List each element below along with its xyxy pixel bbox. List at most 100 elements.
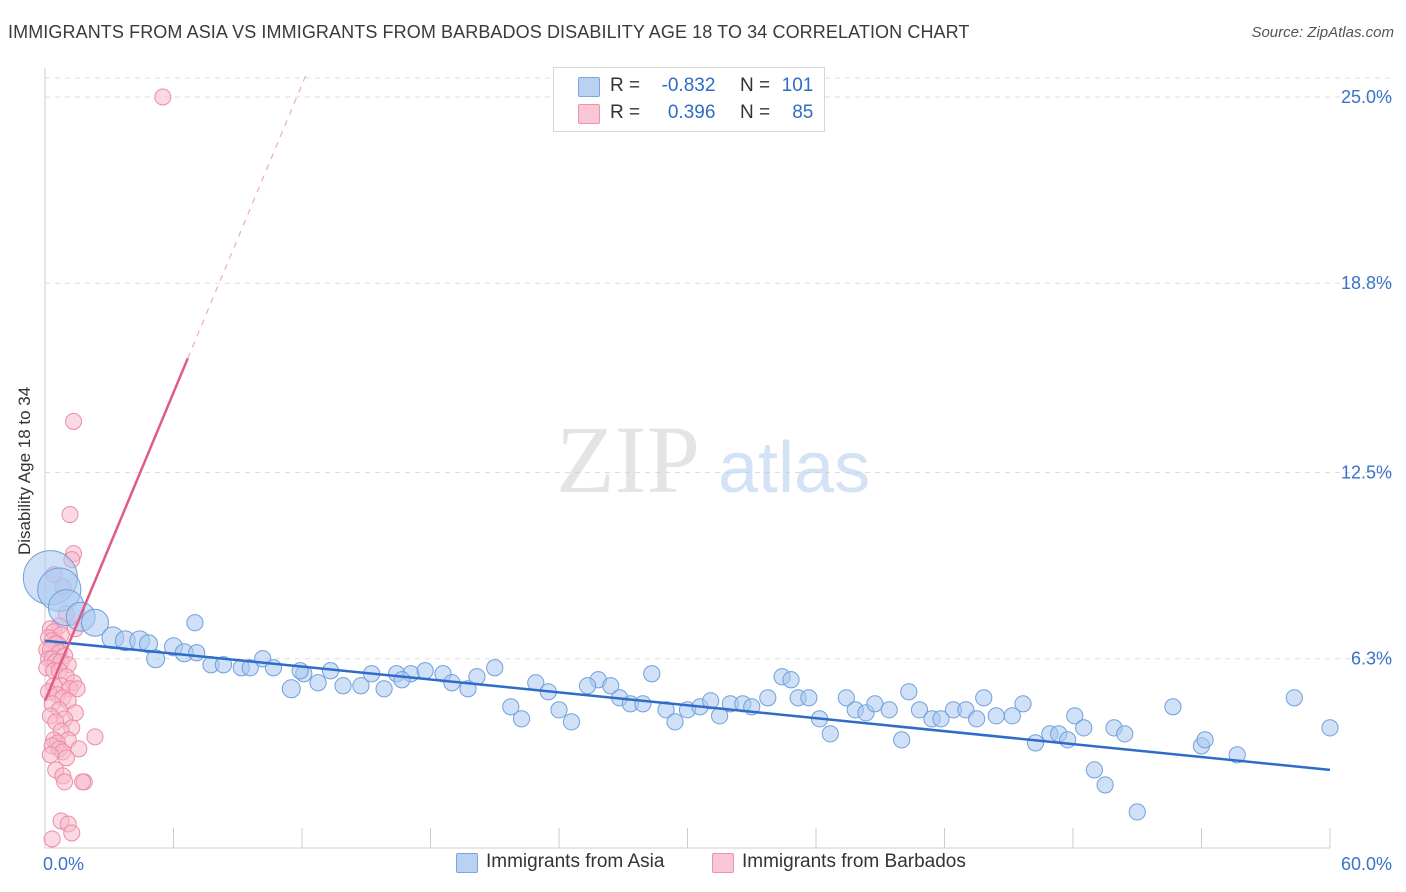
asia-point bbox=[975, 689, 993, 707]
barbados-point bbox=[57, 749, 75, 767]
trend-layer bbox=[43, 75, 1331, 772]
barbados-n-value: 85 bbox=[792, 102, 814, 123]
barbados-point bbox=[63, 824, 81, 842]
asia-point bbox=[1096, 776, 1114, 794]
barbados-n-label: N = bbox=[739, 102, 771, 123]
watermark-atlas: atlas bbox=[718, 428, 870, 508]
barbados-trend-extension bbox=[187, 75, 307, 359]
asia-point bbox=[241, 659, 259, 677]
barbados-trend-line bbox=[43, 357, 189, 702]
barbados-r-value: 0.396 bbox=[667, 102, 716, 123]
asia-point bbox=[139, 634, 159, 654]
asia-point bbox=[281, 679, 301, 699]
asia-point bbox=[1026, 734, 1045, 752]
tick-labels: 6.3% 12.5% 18.8% 25.0% 0.0% 60.0% bbox=[43, 87, 1392, 874]
asia-point bbox=[866, 695, 884, 713]
asia-point bbox=[352, 677, 370, 695]
y-tick-label: 12.5% bbox=[1341, 463, 1392, 483]
barbados-legend-icon bbox=[712, 853, 734, 873]
asia-point bbox=[932, 710, 950, 728]
asia-point bbox=[186, 614, 204, 632]
asia-point bbox=[1116, 725, 1134, 743]
asia-point bbox=[1059, 731, 1077, 749]
barbados-point bbox=[68, 680, 86, 698]
asia-point bbox=[643, 665, 661, 683]
asia-point bbox=[837, 689, 855, 707]
asia-point bbox=[375, 680, 393, 698]
asia-point bbox=[900, 683, 918, 701]
asia-point bbox=[416, 662, 434, 680]
asia-r-label: R = bbox=[610, 75, 641, 96]
asia-point bbox=[1285, 689, 1303, 707]
asia-point bbox=[578, 677, 597, 695]
correlation-legend: R = -0.832 N = 101 R = 0.396 N = 85 bbox=[553, 67, 825, 132]
y-axis-label: Disability Age 18 to 34 bbox=[15, 386, 34, 555]
barbados-points bbox=[38, 88, 172, 848]
asia-point bbox=[1003, 707, 1021, 725]
asia-point bbox=[910, 701, 929, 719]
chart-title: IMMIGRANTS FROM ASIA VS IMMIGRANTS FROM … bbox=[8, 22, 970, 42]
asia-legend-icon bbox=[456, 853, 478, 873]
asia-point bbox=[634, 695, 652, 713]
barbados-point bbox=[86, 728, 104, 746]
asia-point bbox=[987, 707, 1005, 725]
barbados-point bbox=[41, 746, 59, 764]
asia-n-value: 101 bbox=[781, 75, 814, 96]
asia-point bbox=[702, 692, 720, 710]
asia-legend-label: Immigrants from Asia bbox=[486, 851, 665, 872]
asia-point bbox=[657, 701, 675, 719]
asia-points bbox=[22, 550, 1339, 821]
asia-point bbox=[968, 710, 986, 728]
asia-point bbox=[393, 671, 411, 689]
asia-point bbox=[562, 713, 581, 731]
asia-trend-line bbox=[44, 639, 1331, 772]
asia-point bbox=[759, 689, 777, 707]
asia-point bbox=[1164, 698, 1182, 716]
asia-point bbox=[1196, 731, 1214, 749]
asia-point bbox=[666, 713, 684, 731]
barbados-r-label: R = bbox=[610, 102, 641, 123]
asia-point bbox=[1321, 719, 1339, 737]
asia-r-value: -0.832 bbox=[661, 75, 716, 96]
barbados-point bbox=[73, 773, 91, 791]
barbados-point bbox=[154, 88, 172, 106]
asia-point bbox=[188, 644, 206, 662]
asia-point bbox=[1014, 695, 1032, 713]
source-label: Source: ZipAtlas.com bbox=[1251, 24, 1394, 41]
asia-n-label: N = bbox=[739, 75, 771, 96]
asia-point bbox=[550, 701, 568, 719]
asia-point bbox=[334, 677, 352, 695]
asia-point bbox=[782, 671, 800, 689]
asia-point bbox=[880, 701, 898, 719]
grid-layer bbox=[45, 77, 1392, 660]
barbados-swatch-icon bbox=[578, 104, 600, 124]
asia-point bbox=[1075, 719, 1093, 737]
asia-point bbox=[309, 674, 327, 692]
asia-point bbox=[512, 710, 531, 728]
asia-point bbox=[214, 656, 233, 674]
asia-point bbox=[1085, 761, 1104, 779]
barbados-point bbox=[43, 830, 61, 848]
y-tick-label: 18.8% bbox=[1341, 273, 1392, 293]
asia-point bbox=[602, 677, 620, 695]
asia-point bbox=[1066, 707, 1084, 725]
asia-point bbox=[800, 689, 818, 707]
asia-point bbox=[893, 731, 911, 749]
barbados-point bbox=[70, 740, 88, 758]
y-tick-label: 25.0% bbox=[1341, 87, 1392, 107]
barbados-point bbox=[56, 773, 74, 791]
barbados-point bbox=[65, 412, 83, 430]
asia-point bbox=[821, 725, 839, 743]
y-tick-label: 6.3% bbox=[1351, 649, 1392, 669]
y-axis-label-wrap: Disability Age 18 to 34 bbox=[15, 387, 39, 555]
x-tick-label: 0.0% bbox=[43, 854, 84, 874]
asia-point bbox=[80, 608, 109, 637]
barbados-legend-label: Immigrants from Barbados bbox=[742, 851, 966, 872]
watermark-zip: ZIP bbox=[556, 406, 700, 513]
asia-point bbox=[1128, 803, 1146, 821]
barbados-point bbox=[61, 506, 79, 524]
x-tick-label: 60.0% bbox=[1341, 854, 1392, 874]
asia-point bbox=[502, 698, 520, 716]
asia-point bbox=[486, 659, 504, 677]
